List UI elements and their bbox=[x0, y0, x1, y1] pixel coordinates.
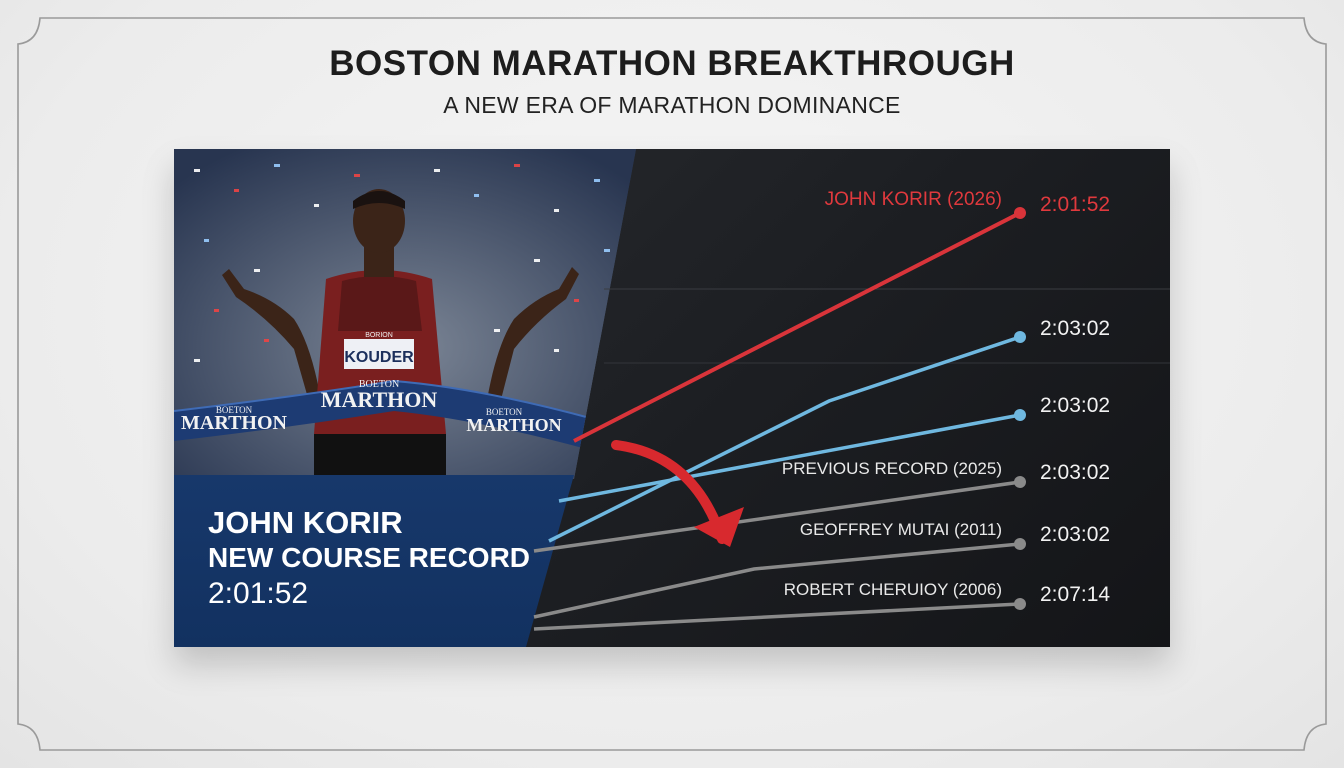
caption-panel bbox=[174, 475, 574, 647]
series-time-label: 2:07:14 bbox=[1040, 583, 1110, 606]
series-line bbox=[573, 211, 1021, 443]
runner-photo: KOUDER BORION MARTHON BOETON MARTHON BOE… bbox=[174, 149, 636, 479]
series-end-point bbox=[1014, 598, 1026, 610]
series-line bbox=[548, 335, 1021, 543]
runner-illustration: KOUDER BORION MARTHON BOETON MARTHON BOE… bbox=[174, 149, 636, 479]
series-end-point bbox=[1014, 476, 1026, 488]
series-label: JOHN KORIR (2026) bbox=[825, 189, 1002, 210]
series-end-point bbox=[1014, 331, 1026, 343]
caption-time: 2:01:52 bbox=[208, 577, 309, 610]
record-card: KOUDER BORION MARTHON BOETON MARTHON BOE… bbox=[174, 149, 1170, 647]
trend-arrow-head bbox=[694, 507, 744, 547]
series-time-label: 2:03:02 bbox=[1040, 523, 1110, 546]
banner-text-left: MARTHON bbox=[181, 412, 288, 434]
bib-header: BORION bbox=[365, 332, 393, 339]
series-line bbox=[533, 480, 1021, 553]
series-line bbox=[533, 542, 1021, 619]
series-time-label: 2:03:02 bbox=[1040, 461, 1110, 484]
page-title: BOSTON MARATHON BREAKTHROUGH bbox=[329, 44, 1015, 83]
series-time-label: 2:03:02 bbox=[1040, 394, 1110, 417]
series-end-point bbox=[1014, 538, 1026, 550]
banner-text-right: MARTHON bbox=[466, 415, 561, 435]
series-label: PREVIOUS RECORD (2025) bbox=[782, 459, 1002, 478]
finish-banner: MARTHON BOETON MARTHON BOETON MARTHON BO… bbox=[174, 379, 636, 463]
banner-small-left: BOETON bbox=[216, 405, 253, 415]
bib-text: KOUDER bbox=[344, 349, 414, 366]
banner-small-right: BOETON bbox=[486, 407, 523, 417]
banner-text-center: MARTHON bbox=[321, 387, 438, 412]
record-chart: JOHN KORIR (2026) 2:01:52 2:03:02 2:03:02 PR… bbox=[533, 189, 1170, 631]
caption-name: JOHN KORIR bbox=[208, 505, 403, 540]
banner-small-center: BOETON bbox=[359, 379, 399, 390]
series-end-point bbox=[1014, 207, 1026, 219]
series-line bbox=[558, 413, 1021, 503]
series-end-point bbox=[1014, 409, 1026, 421]
caption-record: NEW COURSE RECORD bbox=[208, 542, 531, 573]
page-subtitle: A NEW ERA OF MARATHON DOMINANCE bbox=[443, 92, 901, 118]
series-label: GEOFFREY MUTAI (2011) bbox=[800, 520, 1002, 539]
series-label: ROBERT CHERUIOY (2006) bbox=[784, 580, 1002, 599]
series-time-label: 2:03:02 bbox=[1040, 317, 1110, 340]
series-line bbox=[533, 602, 1021, 631]
series-time-label: 2:01:52 bbox=[1040, 193, 1110, 216]
